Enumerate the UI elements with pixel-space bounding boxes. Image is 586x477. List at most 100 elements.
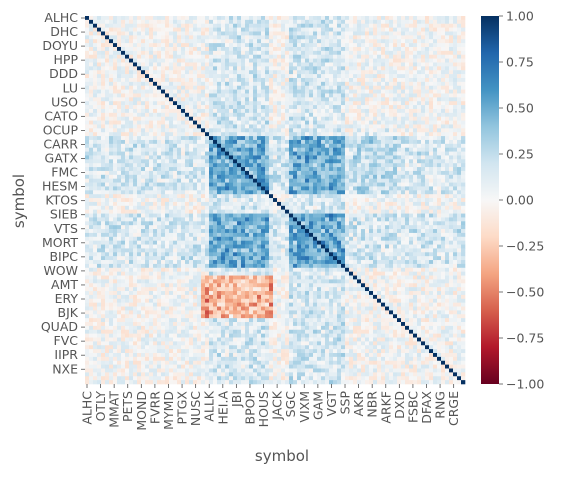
- heatmap-cell: [113, 19, 118, 25]
- heatmap-cell: [405, 70, 410, 75]
- heatmap-cell: [137, 31, 142, 36]
- heatmap-cell: [117, 93, 122, 98]
- heatmap-cell: [329, 209, 334, 214]
- heatmap-cell: [237, 159, 242, 164]
- heatmap-cell: [137, 77, 142, 83]
- heatmap-cell: [353, 155, 358, 160]
- heatmap-cell: [341, 201, 346, 207]
- heatmap-cell: [101, 112, 106, 118]
- heatmap-cell: [185, 105, 190, 110]
- heatmap-cell: [109, 74, 114, 79]
- heatmap-cell: [389, 39, 394, 44]
- heatmap-cell: [193, 139, 198, 145]
- heatmap-cell: [413, 167, 418, 172]
- heatmap-cell: [269, 143, 274, 148]
- heatmap-cell: [209, 151, 214, 156]
- heatmap-cell: [261, 128, 266, 133]
- heatmap-cell: [305, 147, 310, 152]
- heatmap-cell: [409, 85, 414, 90]
- heatmap-cell: [101, 23, 106, 28]
- heatmap-cell: [233, 85, 238, 90]
- heatmap-cell: [321, 120, 326, 125]
- heatmap-cell: [413, 16, 418, 21]
- heatmap-cell: [109, 27, 114, 32]
- heatmap-cell: [349, 198, 354, 203]
- heatmap-cell: [93, 182, 98, 187]
- heatmap-cell: [277, 186, 282, 191]
- heatmap-cell: [453, 101, 458, 106]
- heatmap-cell: [309, 50, 314, 56]
- heatmap-cell: [261, 167, 266, 172]
- heatmap-cell: [189, 198, 194, 203]
- heatmap-cell: [181, 31, 186, 36]
- heatmap-cell: [385, 194, 390, 199]
- heatmap-cell: [229, 19, 234, 25]
- heatmap-cell: [197, 16, 202, 21]
- heatmap-cell: [165, 112, 170, 118]
- heatmap-cell: [381, 143, 386, 148]
- heatmap-cell: [361, 85, 366, 90]
- heatmap-cell: [457, 27, 462, 32]
- heatmap-cell: [357, 198, 362, 203]
- heatmap-cell: [281, 43, 286, 48]
- heatmap-cell: [93, 66, 98, 71]
- heatmap-cell: [225, 209, 230, 214]
- heatmap-cell: [405, 120, 410, 125]
- heatmap-cell: [381, 77, 386, 83]
- heatmap-cell: [453, 155, 458, 160]
- heatmap-cell: [457, 198, 462, 203]
- heatmap-cell: [365, 167, 370, 172]
- heatmap-cell: [177, 74, 182, 79]
- heatmap-cell: [421, 198, 426, 203]
- heatmap-cell: [461, 105, 466, 110]
- heatmap-cell: [437, 43, 442, 48]
- heatmap-cell: [145, 62, 150, 67]
- heatmap-cell: [289, 155, 294, 160]
- heatmap-cell: [325, 116, 330, 121]
- heatmap-cell: [349, 155, 354, 160]
- heatmap-cell: [329, 93, 334, 98]
- heatmap-cell: [89, 182, 94, 187]
- heatmap-cell: [417, 97, 422, 102]
- heatmap-cell: [385, 120, 390, 125]
- heatmap-cell: [229, 194, 234, 199]
- heatmap-cell: [381, 116, 386, 121]
- heatmap-cell: [213, 46, 218, 52]
- heatmap-cell: [385, 35, 390, 40]
- heatmap-cell: [385, 31, 390, 36]
- heatmap-cell: [449, 105, 454, 110]
- heatmap-cell: [373, 163, 378, 168]
- heatmap-cell: [265, 46, 270, 52]
- heatmap-cell: [441, 139, 446, 145]
- heatmap-cell: [457, 31, 462, 36]
- heatmap-cell: [321, 155, 326, 160]
- heatmap-cell: [441, 151, 446, 156]
- heatmap-cell: [289, 159, 294, 164]
- heatmap-cell: [137, 27, 142, 32]
- heatmap-cell: [329, 136, 334, 141]
- heatmap-cell: [185, 23, 190, 28]
- heatmap-cell: [121, 174, 126, 179]
- heatmap-cell: [405, 132, 410, 137]
- heatmap-cell: [397, 178, 402, 183]
- heatmap-cell: [381, 136, 386, 141]
- heatmap-cell: [133, 108, 138, 114]
- heatmap-cell: [377, 93, 382, 98]
- heatmap-cell: [329, 178, 334, 183]
- heatmap-cell: [317, 93, 322, 98]
- heatmap-cell: [105, 46, 110, 52]
- heatmap-cell: [117, 213, 122, 218]
- heatmap-cell: [409, 97, 414, 102]
- heatmap-cell: [381, 50, 386, 56]
- heatmap-cell: [105, 23, 110, 28]
- heatmap-cell: [261, 19, 266, 25]
- heatmap-cell: [229, 54, 234, 59]
- heatmap-cell: [437, 108, 442, 114]
- heatmap-cell: [285, 70, 290, 75]
- heatmap-cell: [217, 209, 222, 214]
- heatmap-cell: [457, 155, 462, 160]
- heatmap-cell: [329, 163, 334, 168]
- heatmap-cell: [273, 85, 278, 90]
- heatmap-cell: [253, 116, 258, 121]
- heatmap-cell: [265, 108, 270, 114]
